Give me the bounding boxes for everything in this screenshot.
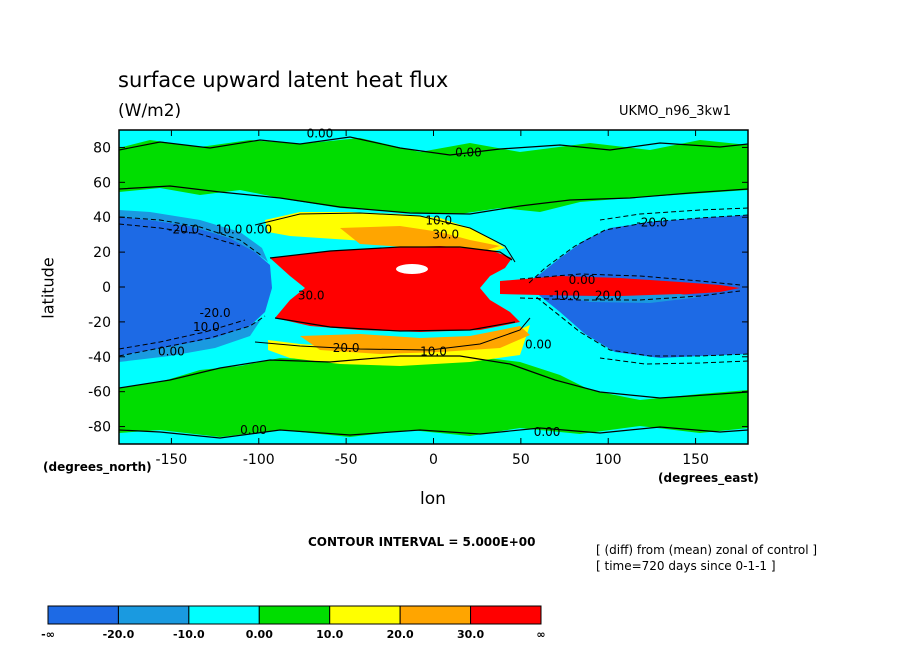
contour-label: 0.00 bbox=[158, 345, 185, 359]
contour-label: 30.0 bbox=[298, 289, 325, 303]
contour-label-layer: 0.000.00-20.0 10.0 0.00 -20.010.030.00.0030… bbox=[158, 126, 667, 438]
colorbar-label: 10.0 bbox=[316, 628, 343, 641]
x-tick-label: -100 bbox=[243, 452, 275, 468]
field-medblue-east-south bbox=[560, 294, 700, 303]
field-red-core bbox=[270, 246, 520, 332]
colorbar-swatch bbox=[117, 605, 190, 625]
x-axis-unit: (degrees_east) bbox=[658, 471, 759, 485]
colorbar-swatch bbox=[47, 605, 119, 625]
plot-field bbox=[119, 130, 748, 444]
colorbar-label: 30.0 bbox=[457, 628, 484, 641]
contour-label: 10.0 bbox=[420, 345, 447, 359]
contour-label: 10.0 bbox=[193, 320, 220, 334]
contour-lines-dashed bbox=[119, 207, 748, 365]
chart-units: (W/m2) bbox=[118, 101, 182, 121]
contour-label: -10.0 bbox=[549, 289, 580, 303]
y-tick-label: -60 bbox=[88, 385, 111, 401]
colorbar-layer: -∞ -20.0 -10.0 0.00 10.0 20.0 30.0 ∞ bbox=[41, 605, 546, 641]
contour-label: -20.0 bbox=[200, 306, 231, 320]
contour-label: 20.0 bbox=[333, 341, 360, 355]
x-tick-label: -150 bbox=[156, 452, 188, 468]
x-tick-label: 0 bbox=[429, 452, 438, 468]
field-red-tongue bbox=[500, 276, 740, 296]
x-tick-label: -50 bbox=[335, 452, 358, 468]
contour-label: 10.0 bbox=[425, 214, 452, 228]
field-medblue-west-south bbox=[119, 318, 262, 362]
contour-label: 10.0 bbox=[216, 222, 243, 236]
y-tick-label: -40 bbox=[88, 350, 111, 366]
contour-interval: CONTOUR INTERVAL = 5.000E+00 bbox=[308, 535, 536, 549]
diff-note: [ (diff) from (mean) zonal of control ] bbox=[596, 543, 818, 557]
y-tick-label: 80 bbox=[93, 140, 111, 156]
contour-lines bbox=[119, 136, 748, 439]
field-blue-west bbox=[119, 217, 272, 356]
field-cyan-north-polar bbox=[119, 130, 748, 152]
colorbar-label: ∞ bbox=[536, 628, 545, 641]
contour-label: 30.0 bbox=[432, 228, 459, 242]
field-medblue-west-north bbox=[119, 210, 268, 262]
field-orange-south bbox=[300, 326, 530, 354]
colorbar-label: 0.00 bbox=[246, 628, 273, 641]
colorbar-label: -∞ bbox=[41, 628, 55, 641]
contour-label: 0.00 bbox=[569, 273, 596, 287]
colorbar-swatch bbox=[329, 605, 401, 625]
colorbar-label: -10.0 bbox=[173, 628, 205, 641]
contour-label: -20.0 bbox=[636, 215, 667, 229]
colorbar-swatch bbox=[258, 605, 331, 625]
time-note: [ time=720 days since 0-1-1 ] bbox=[596, 559, 776, 573]
x-tick-label: 50 bbox=[512, 452, 530, 468]
y-axis-unit: (degrees_north) bbox=[43, 460, 152, 474]
contour-label: 0.00 bbox=[455, 146, 482, 160]
y-tick-label: -80 bbox=[88, 420, 111, 436]
field-yellow-south bbox=[268, 325, 530, 366]
contour-label: 20.0 bbox=[595, 289, 622, 303]
model-name: UKMO_n96_3kw1 bbox=[619, 104, 731, 119]
y-tick-label: 60 bbox=[93, 175, 111, 191]
colorbar-swatch bbox=[399, 605, 472, 625]
y-tick-label: 20 bbox=[93, 245, 111, 261]
contour-label: 0.00 bbox=[240, 423, 267, 437]
chart-title: surface upward latent heat flux bbox=[118, 68, 449, 92]
y-axis-label: latitude bbox=[38, 257, 58, 319]
contour-label: -20.0 bbox=[168, 222, 199, 236]
colorbar-swatch bbox=[188, 605, 260, 625]
tick-layer: -150 -100 -50 0 50 100 150 80 60 40 20 0 -20 -40 -60 -8… bbox=[88, 130, 748, 468]
field-orange-north bbox=[340, 226, 500, 252]
x-axis-label: lon bbox=[420, 489, 446, 509]
contour-label: 0.00 bbox=[307, 126, 334, 140]
field-white-hole bbox=[396, 264, 428, 274]
y-tick-label: -20 bbox=[88, 315, 111, 331]
x-tick-label: 100 bbox=[595, 452, 622, 468]
x-tick-label: 150 bbox=[682, 452, 709, 468]
y-tick-label: 0 bbox=[102, 280, 111, 296]
colorbar-swatch bbox=[470, 605, 542, 625]
contour-label: 0.00 bbox=[525, 338, 552, 352]
contour-label: 0.00 bbox=[245, 222, 272, 236]
colorbar-label: 20.0 bbox=[387, 628, 414, 641]
y-tick-label: 40 bbox=[93, 210, 111, 226]
contour-label: 0.00 bbox=[534, 425, 561, 439]
colorbar-label: -20.0 bbox=[103, 628, 135, 641]
